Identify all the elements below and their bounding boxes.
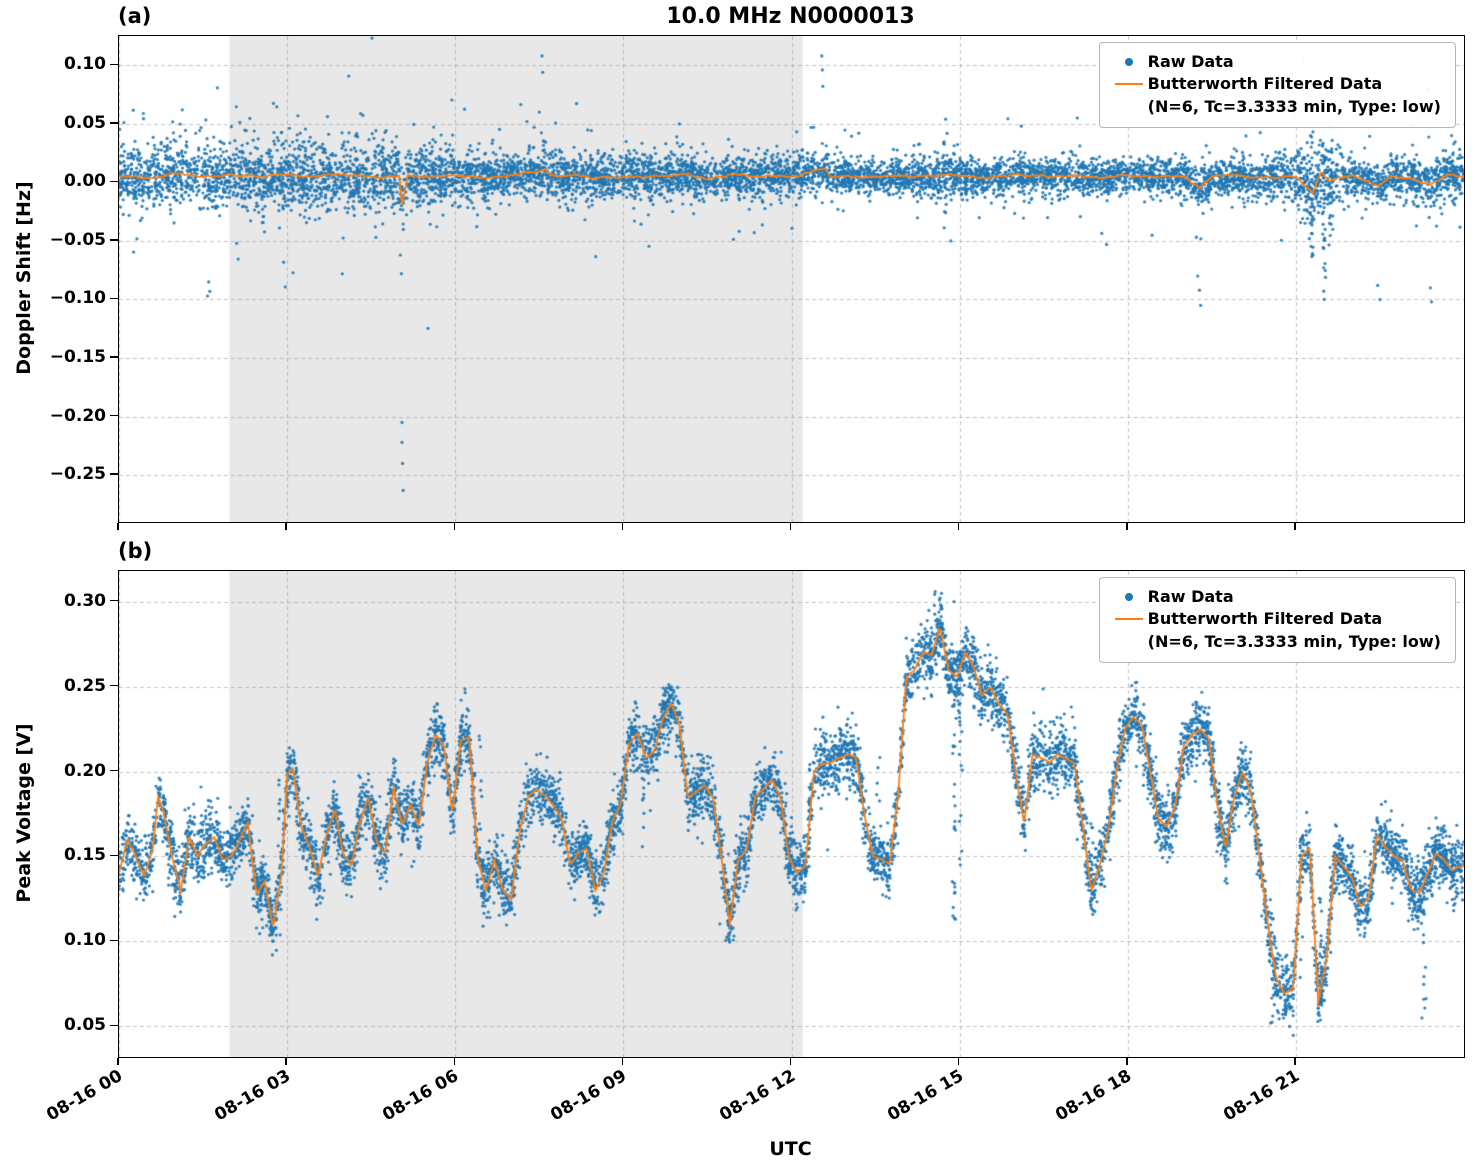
y-tick-label: 0.30 <box>64 590 106 611</box>
raw-data-marker-icon <box>1124 593 1133 601</box>
x-tick-mark <box>1294 523 1296 530</box>
legend-raw-label: Raw Data <box>1147 587 1234 606</box>
x-tick-mark <box>789 523 792 530</box>
y-tick-mark <box>110 239 118 241</box>
legend-filtered-label: Butterworth Filtered Data <box>1147 609 1383 629</box>
y-tick-label: −0.05 <box>49 229 106 250</box>
y-tick-mark <box>110 769 118 772</box>
legend-raw-row: Raw Data <box>1110 586 1441 608</box>
raw-data-marker-icon <box>1124 58 1133 66</box>
y-tick-mark <box>110 122 118 124</box>
y-tick-label: 0.25 <box>64 675 106 696</box>
x-tick-mark <box>117 523 119 530</box>
y-tick-label: 0.20 <box>64 760 106 781</box>
filtered-line-marker-icon <box>1114 83 1143 86</box>
x-tick-mark <box>453 523 455 530</box>
x-tick-mark <box>621 523 624 530</box>
y-tick-mark <box>110 599 118 602</box>
y-tick-mark <box>110 473 118 475</box>
x-tick-mark <box>789 1058 792 1065</box>
panel-b-label: (b) <box>118 539 153 563</box>
x-tick-mark <box>1126 1058 1128 1065</box>
x-tick-mark <box>285 1058 287 1065</box>
y-tick-mark <box>110 684 118 687</box>
x-axis-label: UTC <box>769 1138 812 1160</box>
x-tick-mark <box>453 1058 455 1065</box>
y-tick-label: −0.25 <box>49 464 106 485</box>
y-tick-mark <box>110 63 118 66</box>
legend-raw-label: Raw Data <box>1147 52 1234 71</box>
y-tick-mark <box>110 356 118 358</box>
y-tick-mark <box>110 1024 118 1027</box>
x-tick-mark <box>957 523 960 530</box>
y-tick-mark <box>110 180 118 183</box>
y-tick-label: 0.15 <box>64 845 106 866</box>
x-tick-mark <box>957 1058 960 1065</box>
x-tick-mark <box>285 523 287 530</box>
legend-filtered-row: Butterworth Filtered Data (N=6, Tc=3.333… <box>1110 608 1441 653</box>
y-tick-label: 0.05 <box>64 112 106 133</box>
y-tick-label: −0.20 <box>49 405 106 426</box>
y-tick-mark <box>110 297 118 300</box>
y-tick-label: −0.10 <box>49 288 106 309</box>
legend-doppler: Raw Data Butterworth Filtered Data (N=6,… <box>1098 42 1456 129</box>
y-tick-label: 0.05 <box>64 1015 106 1036</box>
y-tick-mark <box>110 414 118 417</box>
filtered-line-marker-icon <box>1114 618 1143 621</box>
figure-title: 10.0 MHz N0000013 <box>666 4 915 29</box>
legend-filtered-label: Butterworth Filtered Data <box>1147 74 1383 94</box>
x-tick-mark <box>1294 1058 1296 1065</box>
panel-a-label: (a) <box>118 4 152 28</box>
legend-raw-row: Raw Data <box>1110 51 1441 73</box>
x-tick-mark <box>117 1058 119 1065</box>
y-axis-label-voltage: Peak Voltage [V] <box>13 723 35 903</box>
y-tick-mark <box>110 854 118 857</box>
x-tick-mark <box>621 1058 624 1065</box>
x-tick-mark <box>1126 523 1128 530</box>
legend-filtered-params: (N=6, Tc=3.3333 min, Type: low) <box>1147 96 1441 116</box>
y-tick-label: −0.15 <box>49 347 106 368</box>
legend-filtered-params: (N=6, Tc=3.3333 min, Type: low) <box>1147 631 1441 651</box>
y-tick-mark <box>110 939 118 942</box>
legend-voltage: Raw Data Butterworth Filtered Data (N=6,… <box>1098 577 1456 664</box>
y-tick-label: 0.00 <box>64 171 106 192</box>
y-tick-label: 0.10 <box>64 930 106 951</box>
y-axis-label-doppler: Doppler Shift [Hz] <box>13 181 35 375</box>
legend-filtered-row: Butterworth Filtered Data (N=6, Tc=3.333… <box>1110 73 1441 118</box>
x-tick-label: 08-16 00 <box>43 1066 126 1126</box>
y-tick-label: 0.10 <box>64 54 106 75</box>
